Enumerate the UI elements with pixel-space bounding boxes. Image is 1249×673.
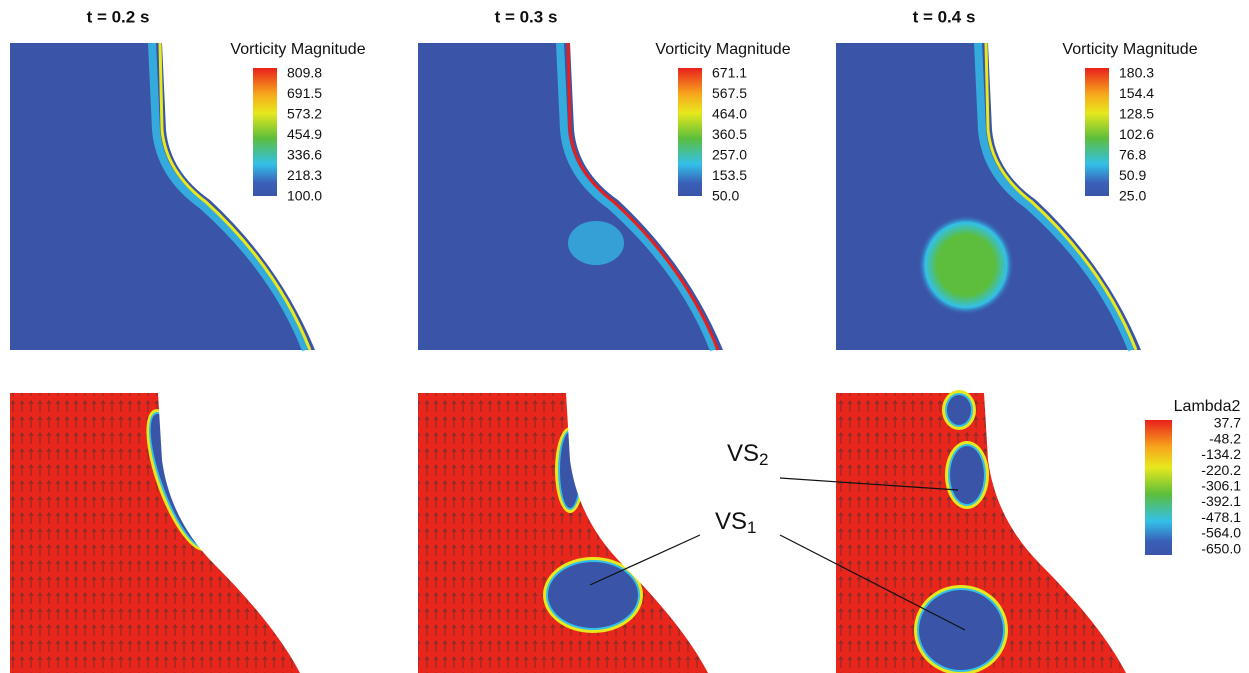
colorbar-label: 218.3: [287, 167, 322, 183]
colorbar-label: 180.3: [1119, 65, 1154, 81]
colorbar: [678, 68, 702, 196]
vortex-core: [919, 590, 1003, 670]
panel-title: t = 0.3 s: [495, 7, 558, 26]
domain-cut: [984, 393, 1166, 673]
vortex-core: [950, 446, 984, 504]
colorbar-title: Lambda2: [1174, 398, 1241, 415]
colorbar-label: 102.6: [1119, 126, 1154, 142]
colorbar-title: Vorticity Magnitude: [655, 41, 790, 58]
vortex-blob: [918, 215, 1014, 315]
leader-line: [779, 477, 959, 491]
colorbar-title: Vorticity Magnitude: [230, 41, 365, 58]
colorbar-label: 454.9: [287, 126, 322, 142]
vorticity-band: [158, 42, 312, 351]
colorbar-label: 671.1: [712, 65, 747, 81]
leader-line: [779, 534, 966, 631]
vortex-core: [947, 395, 971, 425]
colorbar-label: 128.5: [1119, 106, 1154, 122]
domain-cut: [570, 43, 748, 350]
colorbar-label: -392.1: [1201, 493, 1241, 509]
annotation: VS1: [715, 508, 756, 537]
leader-line: [589, 534, 701, 586]
colorbar: [1085, 68, 1109, 196]
vorticity-band: [148, 42, 310, 352]
colorbar-label: -478.1: [1201, 509, 1241, 525]
colorbar: [253, 68, 277, 196]
colorbar-label: 37.7: [1214, 415, 1241, 431]
panel-title: t = 0.4 s: [913, 7, 976, 26]
colorbar-label: 25.0: [1119, 188, 1146, 204]
colorbar-label: 691.5: [287, 85, 322, 101]
panel-title: t = 0.2 s: [87, 7, 150, 26]
colorbar-label: 809.8: [287, 65, 322, 81]
colorbar-label: 50.9: [1119, 167, 1146, 183]
colorbar-label: -564.0: [1201, 525, 1241, 541]
colorbar-label: 154.4: [1119, 85, 1154, 101]
colorbar-label: 50.0: [712, 188, 739, 204]
annotation-subscript: 2: [759, 450, 768, 469]
annotation-text: VS: [715, 508, 747, 535]
vorticity-band: [974, 42, 1136, 352]
colorbar-label: 567.5: [712, 85, 747, 101]
colorbar-label: 257.0: [712, 147, 747, 163]
colorbar: [1145, 420, 1172, 555]
domain-cut: [988, 43, 1166, 350]
annotation-text: VS: [727, 440, 759, 467]
vortex-core: [548, 562, 638, 628]
annotation: VS2: [727, 440, 768, 469]
colorbar-label: -306.1: [1201, 478, 1241, 494]
colorbar-label: 336.6: [287, 147, 322, 163]
colorbar-label: 76.8: [1119, 147, 1146, 163]
colorbar-label: -134.2: [1201, 446, 1241, 462]
vorticity-band: [984, 42, 1138, 351]
vortex-blob: [568, 221, 624, 265]
vorticity-band: [556, 42, 718, 352]
colorbar-label: -220.2: [1201, 462, 1241, 478]
colorbar-label: 573.2: [287, 106, 322, 122]
domain-cut: [566, 393, 748, 673]
colorbar-label: 464.0: [712, 106, 747, 122]
colorbar-title: Vorticity Magnitude: [1062, 41, 1197, 58]
colorbar-label: -650.0: [1201, 540, 1241, 556]
domain-cut: [158, 393, 340, 673]
colorbar-label: 153.5: [712, 167, 747, 183]
colorbar-label: -48.2: [1209, 430, 1241, 446]
colorbar-label: 100.0: [287, 188, 322, 204]
vorticity-band: [566, 42, 720, 351]
colorbar-label: 360.5: [712, 126, 747, 142]
domain-cut: [162, 43, 340, 350]
annotation-subscript: 1: [747, 518, 756, 537]
